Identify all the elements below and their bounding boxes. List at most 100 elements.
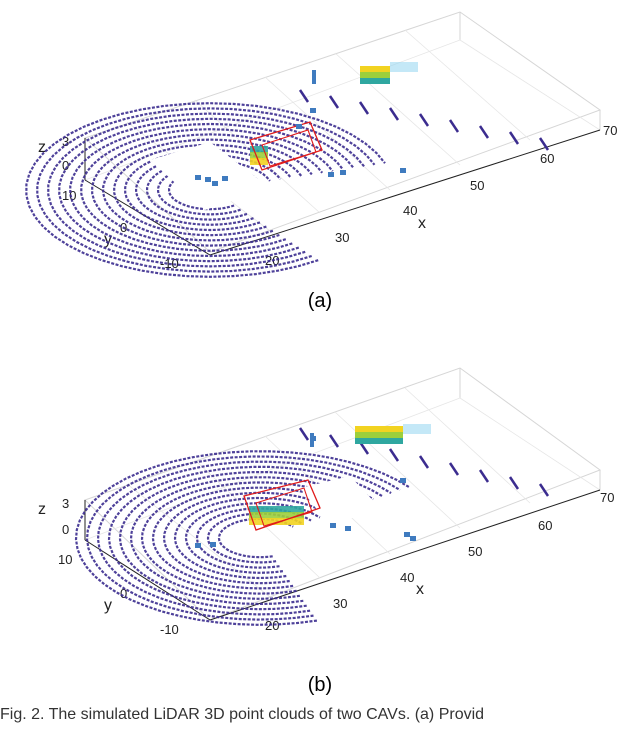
scan-segment — [388, 448, 400, 462]
bounding-box — [243, 479, 321, 531]
scan-ring — [162, 491, 339, 585]
object-cluster — [212, 181, 218, 186]
z-tick-label: 0 — [62, 522, 69, 537]
y-tick-label: -10 — [160, 622, 179, 637]
lidar-scan-rings — [74, 427, 550, 626]
x-tick-label: 50 — [468, 544, 482, 559]
y-axis-label: y — [104, 231, 112, 248]
x-tick-label: 50 — [470, 178, 484, 193]
object-cluster — [410, 536, 416, 541]
scan-ring — [96, 460, 392, 616]
pole-points — [312, 70, 316, 84]
far-object-layer — [355, 438, 403, 444]
x-axis-label: x — [416, 581, 424, 598]
x-tick-label: 60 — [540, 151, 554, 166]
scan-segment — [508, 476, 520, 490]
scan-segment — [508, 131, 520, 145]
far-object-sparse — [390, 62, 418, 72]
object-point-layer — [249, 518, 304, 525]
scan-ring — [168, 169, 250, 211]
figure-caption: Fig. 2. The simulated LiDAR 3D point clo… — [0, 706, 485, 723]
far-object-layer — [360, 78, 390, 84]
y-axis-label: y — [104, 597, 112, 614]
scan-segment — [538, 483, 550, 497]
object-cluster — [404, 532, 410, 537]
object-cluster — [195, 175, 201, 180]
z-tick-label: 3 — [62, 134, 69, 149]
scan-ring — [25, 102, 386, 278]
far-object-layer — [355, 426, 403, 432]
scan-ring — [102, 138, 313, 242]
pole-points — [310, 433, 314, 447]
object-cluster — [205, 177, 211, 182]
bounding-box-inner — [255, 487, 313, 527]
scan-segment — [328, 95, 340, 109]
bounding-box-inner — [261, 129, 317, 167]
panel-label-a: (a) — [307, 290, 333, 312]
scan-segment — [478, 469, 490, 483]
scan-ring — [151, 486, 348, 590]
x-tick-label: 20 — [265, 618, 279, 633]
x-tick-label: 40 — [403, 203, 417, 218]
scan-ring — [135, 154, 282, 226]
far-object — [355, 424, 431, 444]
object-cluster — [210, 542, 216, 547]
x-tick-label: 60 — [538, 518, 552, 533]
x-axis-label: x — [418, 215, 426, 232]
object-cluster — [328, 172, 334, 177]
scan-ring — [91, 133, 324, 247]
scan-segment — [448, 119, 460, 133]
scan-ring — [58, 117, 355, 263]
far-object — [360, 62, 418, 84]
detected-object — [249, 121, 323, 171]
scan-ring — [118, 471, 374, 606]
vehicle-shadow-area — [150, 142, 270, 210]
object-cluster — [340, 170, 346, 175]
panel-a: 20 30 40 50 60 70 -10 0 10 0 3 x y z (a) — [0, 0, 640, 312]
scan-segment — [418, 113, 430, 127]
far-object-sparse — [403, 424, 431, 434]
object-cluster — [330, 523, 336, 528]
x-tick-label: 70 — [600, 490, 614, 505]
object-cluster — [310, 108, 316, 113]
scan-segment — [298, 427, 310, 441]
scan-segment — [478, 125, 490, 139]
object-point-layer — [249, 512, 304, 519]
object-cluster — [195, 543, 201, 548]
scan-segment — [358, 101, 370, 115]
scan-segment — [388, 107, 400, 121]
scan-ring — [173, 496, 330, 580]
vehicle-shadow-area — [300, 476, 380, 526]
scan-segment — [538, 137, 550, 151]
far-object-layer — [360, 66, 390, 72]
object-cluster — [222, 176, 228, 181]
scan-ring — [129, 476, 365, 600]
scan-ring — [80, 128, 334, 252]
scan-ring — [140, 481, 357, 595]
scan-ring — [107, 465, 383, 611]
scan-segment — [298, 89, 310, 103]
z-tick-label: 3 — [62, 496, 69, 511]
panel-label-b: (b) — [307, 674, 333, 696]
far-object-layer — [360, 72, 390, 78]
scan-ring — [184, 502, 321, 574]
bounding-box — [249, 121, 323, 171]
scan-ring — [47, 112, 365, 268]
object-point-layer — [250, 146, 268, 153]
y-tick-label: 10 — [62, 188, 76, 203]
z-axis-label: z — [38, 501, 46, 518]
z-tick-label: 0 — [62, 158, 69, 173]
z-axis-label: z — [38, 139, 46, 156]
object-cluster — [400, 478, 406, 483]
y-tick-label: 0 — [120, 586, 127, 601]
axes-box — [84, 11, 602, 253]
y-tick-label: 10 — [58, 552, 72, 567]
object-cluster — [345, 526, 351, 531]
object-point-layer — [249, 506, 304, 513]
scan-ring — [36, 107, 376, 273]
scan-segment — [448, 462, 460, 476]
object-point-layer — [250, 152, 268, 159]
point-cloud-plot-b: 20 30 40 50 60 70 -10 0 10 0 3 x y z — [38, 367, 614, 637]
x-tick-label: 30 — [333, 596, 347, 611]
